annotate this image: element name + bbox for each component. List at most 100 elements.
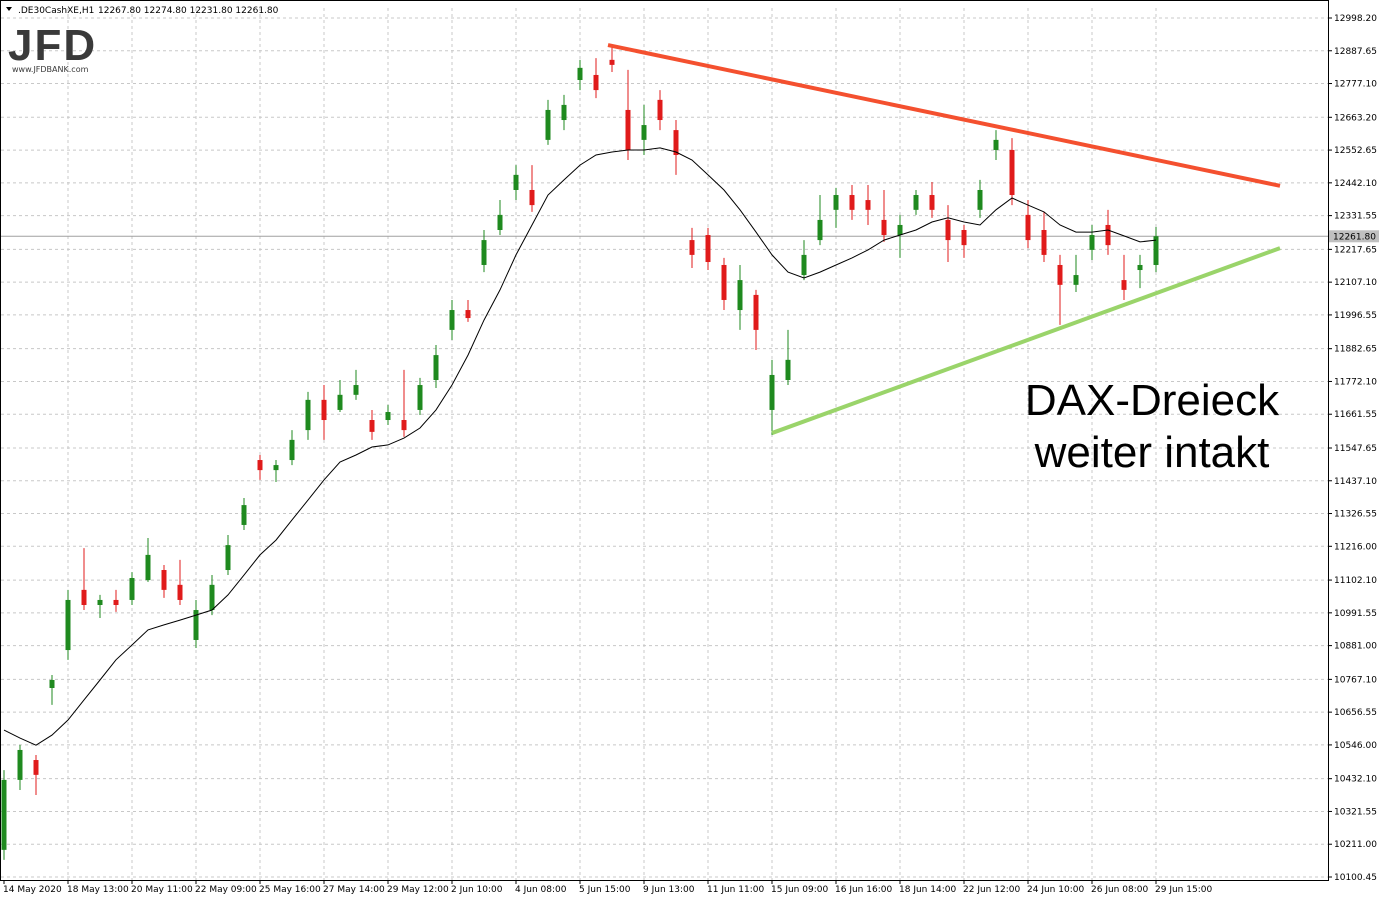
candle-body <box>577 67 583 81</box>
candle-body <box>113 599 119 605</box>
y-tick-label: 10432.10 <box>1334 775 1377 785</box>
candle-body <box>609 59 615 65</box>
annotation: DAX-Dreieck <box>1025 376 1280 425</box>
moving-average <box>3 147 1157 746</box>
candle-body <box>529 189 535 206</box>
candle-body <box>1153 236 1159 265</box>
candle-body <box>225 545 231 571</box>
x-tick-label: 25 May 16:00 <box>259 885 321 895</box>
x-tick-label: 4 Jun 08:00 <box>515 885 567 895</box>
candle-body <box>193 610 199 640</box>
candle-body <box>1073 275 1079 285</box>
y-tick-label: 10991.55 <box>1334 609 1377 619</box>
annotation: weiter intakt <box>1034 428 1270 477</box>
candle-body <box>417 385 423 410</box>
y-tick-label: 11216.00 <box>1334 542 1377 552</box>
candle-body <box>1025 214 1031 241</box>
candle-body <box>897 224 903 236</box>
y-tick-label: 11547.65 <box>1334 444 1377 454</box>
trendline <box>607 43 1281 188</box>
candle-body <box>369 420 375 432</box>
symbol-header: .DE30CashXE,H1 <box>18 6 94 16</box>
candle-body <box>817 219 823 241</box>
y-tick-label: 12331.55 <box>1334 212 1377 222</box>
x-tick-label: 9 Jun 13:00 <box>643 885 695 895</box>
x-tick-label: 27 May 14:00 <box>323 885 385 895</box>
trendline <box>771 246 1281 435</box>
last-price-label: 12261.80 <box>1333 232 1376 242</box>
grid <box>1 8 1328 880</box>
candle-body <box>449 310 455 330</box>
x-tick-label: 11 Jun 11:00 <box>707 885 764 895</box>
candle-body <box>833 195 839 210</box>
candle-body <box>209 584 215 611</box>
logo: JFD <box>8 21 97 70</box>
candle-body <box>49 679 55 688</box>
y-tick-label: 10100.45 <box>1334 873 1377 883</box>
candle-body <box>481 240 487 265</box>
x-tick-label: 26 Jun 08:00 <box>1091 885 1148 895</box>
candle-body <box>273 465 279 471</box>
candle-body <box>785 359 791 380</box>
candle-body <box>929 195 935 210</box>
candle-body <box>161 570 167 590</box>
x-tick-label: 5 Jun 15:00 <box>579 885 631 895</box>
y-tick-label: 12663.20 <box>1334 113 1377 123</box>
marks <box>1 43 1281 860</box>
candle-body <box>145 554 151 581</box>
x-tick-label: 15 Jun 09:00 <box>771 885 828 895</box>
candle-body <box>33 760 39 775</box>
candle-body <box>1041 230 1047 255</box>
candle-body <box>913 195 919 210</box>
y-tick-label: 11437.10 <box>1334 477 1377 487</box>
candle-body <box>769 374 775 410</box>
candle-body <box>961 230 967 246</box>
ohlc-header: 12267.80 12274.80 12231.80 12261.80 <box>98 6 279 16</box>
y-tick-label: 11326.55 <box>1334 510 1377 520</box>
candle-body <box>257 460 263 471</box>
x-tick-label: 22 May 09:00 <box>195 885 257 895</box>
candle-body <box>17 749 23 780</box>
candle-body <box>737 280 743 311</box>
plot-frame <box>0 0 1329 881</box>
candle-body <box>1137 264 1143 271</box>
candle-body <box>705 235 711 263</box>
y-tick-label: 12552.65 <box>1334 146 1377 156</box>
candle-body <box>641 125 647 140</box>
header-arrow <box>6 7 12 11</box>
candle-body <box>801 254 807 276</box>
y-tick-label: 11996.55 <box>1334 311 1377 321</box>
candle-body <box>849 195 855 210</box>
y-tick-label: 12887.65 <box>1334 47 1377 57</box>
x-tick-label: 29 May 12:00 <box>387 885 449 895</box>
y-tick-label: 12107.10 <box>1334 278 1377 288</box>
candle-body <box>465 310 471 319</box>
candle-body <box>721 264 727 300</box>
candle-body <box>289 439 295 461</box>
x-tick-label: 2 Jun 10:00 <box>451 885 503 895</box>
candle-body <box>497 214 503 231</box>
candle-body <box>865 200 871 210</box>
candle-body <box>385 412 391 421</box>
logo-url: www.JFDBANK.com <box>12 65 89 74</box>
candle-body <box>337 394 343 410</box>
candle-body <box>401 420 407 431</box>
y-tick-label: 11661.55 <box>1334 410 1377 420</box>
candle-body <box>353 385 359 395</box>
candle-body <box>1105 224 1111 246</box>
candle-body <box>625 109 631 150</box>
candle-body <box>129 578 135 600</box>
y-tick-label: 12442.10 <box>1334 179 1377 189</box>
candle-body <box>433 355 439 380</box>
y-tick-label: 12217.65 <box>1334 245 1377 255</box>
candle-body <box>673 130 679 156</box>
x-tick-label: 20 May 11:00 <box>131 885 193 895</box>
y-tick-label: 11882.65 <box>1334 345 1377 355</box>
candle-body <box>689 240 695 255</box>
x-tick-label: 22 Jun 12:00 <box>963 885 1020 895</box>
y-tick-label: 10546.00 <box>1334 741 1377 751</box>
candle-body <box>545 109 551 140</box>
candle-body <box>561 104 567 121</box>
x-tick-label: 24 Jun 10:00 <box>1027 885 1084 895</box>
candle-body <box>753 294 759 330</box>
